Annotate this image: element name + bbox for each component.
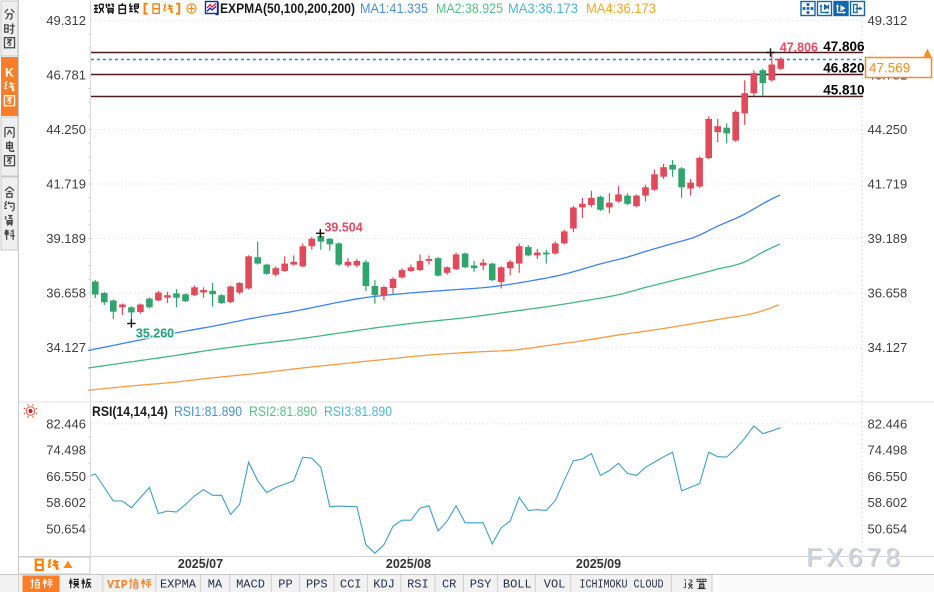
svg-text:PSY: PSY (470, 578, 492, 592)
svg-text:K: K (5, 66, 14, 80)
svg-text:47.806: 47.806 (780, 40, 818, 54)
svg-text:MA1:41.335: MA1:41.335 (360, 1, 428, 16)
svg-text:MA2:38.925: MA2:38.925 (436, 1, 503, 16)
svg-text:47.806: 47.806 (823, 39, 865, 54)
svg-text:RSI: RSI (407, 578, 429, 592)
svg-text:KDJ: KDJ (373, 578, 395, 592)
svg-text:35.260: 35.260 (136, 327, 174, 341)
svg-text:FX678: FX678 (806, 544, 904, 572)
svg-text:47.569: 47.569 (869, 61, 910, 76)
svg-text:PPS: PPS (306, 578, 328, 592)
svg-text:2025/09: 2025/09 (576, 557, 621, 571)
svg-text:34.127: 34.127 (46, 340, 86, 355)
svg-text:41.719: 41.719 (46, 177, 86, 192)
svg-text:66.550: 66.550 (46, 469, 86, 484)
svg-text:BOLL: BOLL (503, 578, 532, 592)
svg-text:2025/07: 2025/07 (178, 557, 223, 571)
svg-text:49.312: 49.312 (46, 13, 86, 28)
svg-text:49.312: 49.312 (868, 13, 908, 28)
svg-text:82.446: 82.446 (868, 416, 908, 431)
svg-text:EXPMA(50,100,200,200): EXPMA(50,100,200,200) (220, 1, 355, 16)
svg-text:39.189: 39.189 (868, 231, 908, 246)
svg-text:74.498: 74.498 (868, 443, 908, 458)
svg-text:MA3:36.173: MA3:36.173 (508, 1, 578, 16)
svg-text:41.719: 41.719 (868, 177, 908, 192)
svg-text:44.250: 44.250 (46, 122, 86, 137)
svg-text:MACD: MACD (236, 578, 265, 592)
svg-text:MA: MA (208, 578, 223, 592)
svg-text:44.250: 44.250 (868, 122, 908, 137)
svg-text:36.658: 36.658 (46, 286, 86, 301)
svg-text:PP: PP (278, 578, 292, 592)
svg-text:35.260: 35.260 (136, 327, 174, 341)
svg-text:50.654: 50.654 (868, 522, 908, 537)
svg-text:RSI1:81.890: RSI1:81.890 (174, 404, 242, 419)
svg-text:58.602: 58.602 (868, 495, 908, 510)
svg-text:FX678: FX678 (807, 545, 905, 573)
svg-text:58.602: 58.602 (46, 495, 86, 510)
svg-text:46.820: 46.820 (823, 61, 864, 76)
svg-text:36.658: 36.658 (868, 286, 908, 301)
svg-text:VOL: VOL (544, 578, 566, 592)
svg-text:MA4:36.173: MA4:36.173 (586, 1, 656, 16)
svg-text:82.446: 82.446 (46, 416, 86, 431)
svg-text:45.810: 45.810 (823, 83, 864, 98)
svg-text:34.127: 34.127 (868, 340, 908, 355)
svg-text:RSI2:81.890: RSI2:81.890 (249, 404, 317, 419)
svg-text:46.781: 46.781 (46, 67, 86, 82)
svg-text:EXPMA: EXPMA (160, 578, 197, 592)
svg-text:RSI(14,14,14): RSI(14,14,14) (92, 404, 168, 419)
svg-text:CR: CR (442, 578, 456, 592)
svg-text:66.550: 66.550 (868, 469, 908, 484)
svg-text:39.189: 39.189 (46, 231, 86, 246)
svg-text:39.504: 39.504 (324, 221, 362, 235)
svg-text:CCI: CCI (340, 578, 362, 592)
svg-text:ICHIMOKU CLOUD: ICHIMOKU CLOUD (580, 578, 664, 592)
svg-text:74.498: 74.498 (46, 443, 86, 458)
svg-text:50.654: 50.654 (46, 522, 86, 537)
svg-text:2025/08: 2025/08 (386, 557, 431, 571)
svg-text:VIP: VIP (107, 579, 128, 592)
svg-text:RSI3:81.890: RSI3:81.890 (324, 404, 392, 419)
